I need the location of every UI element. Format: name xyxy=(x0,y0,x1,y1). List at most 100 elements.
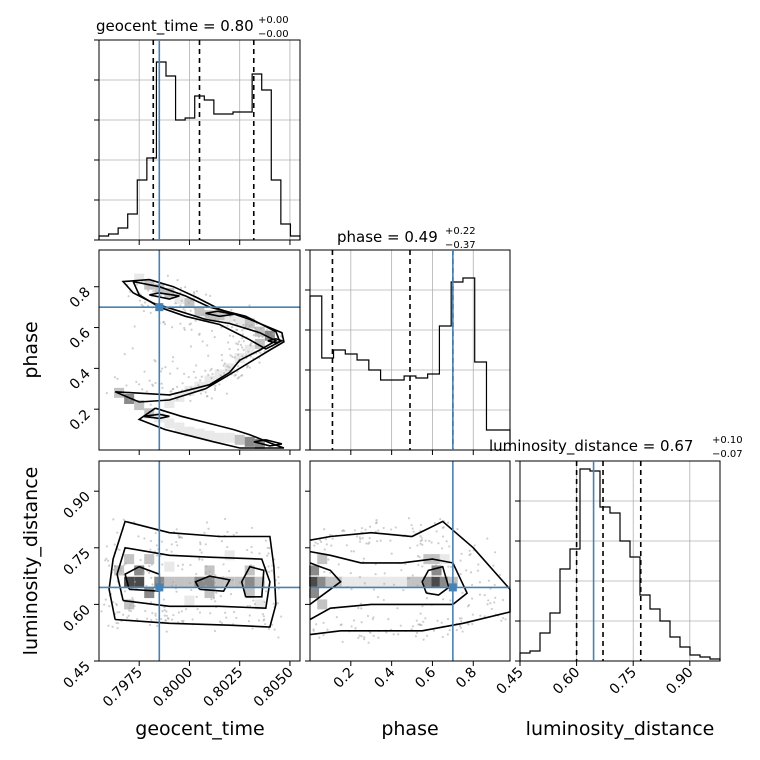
sample-point xyxy=(259,327,263,330)
sample-point xyxy=(435,530,438,533)
sample-point xyxy=(466,605,470,608)
density-cell xyxy=(124,599,135,610)
contour-line xyxy=(108,520,277,628)
sample-point xyxy=(104,559,107,562)
sample-point xyxy=(487,579,491,582)
contour-line xyxy=(253,438,283,447)
sample-point xyxy=(165,610,168,613)
sample-point xyxy=(194,376,197,379)
density-cell xyxy=(234,434,245,445)
sample-point xyxy=(203,531,206,534)
sample-point xyxy=(142,572,145,575)
sample-point xyxy=(368,537,371,540)
xtick-label: 0.8050 xyxy=(251,665,297,711)
sample-point xyxy=(220,326,223,329)
density-cell xyxy=(164,576,175,587)
density-cell xyxy=(366,576,377,587)
sample-point xyxy=(350,625,353,628)
sample-point xyxy=(133,521,136,524)
sample-point xyxy=(136,618,139,621)
sample-point xyxy=(355,535,359,538)
sample-point xyxy=(100,610,103,613)
sample-point xyxy=(188,582,192,585)
sample-point xyxy=(172,387,175,391)
sample-point xyxy=(406,577,409,580)
sample-point xyxy=(459,620,463,623)
sample-point xyxy=(253,602,256,606)
xtick-label: 0.8000 xyxy=(150,665,196,711)
sample-point xyxy=(119,567,122,570)
sample-point xyxy=(215,591,218,594)
sample-point xyxy=(174,584,178,587)
sample-point xyxy=(354,627,357,630)
sample-point xyxy=(471,622,474,626)
density-cell xyxy=(164,418,175,429)
sample-point xyxy=(377,529,380,532)
density-cell xyxy=(439,576,450,587)
density-cell xyxy=(431,565,442,576)
sample-point xyxy=(161,386,164,390)
sample-point xyxy=(448,629,451,632)
sample-point xyxy=(276,602,280,605)
sample-point xyxy=(123,563,126,566)
sample-point xyxy=(500,619,503,622)
sample-point xyxy=(169,390,172,393)
sample-point xyxy=(420,624,423,627)
sample-point xyxy=(465,569,468,572)
sample-point xyxy=(404,562,407,566)
title-phase-minus: −0.37 xyxy=(445,240,476,251)
sample-point xyxy=(199,541,202,544)
sample-point xyxy=(147,571,151,574)
sample-point xyxy=(363,582,366,585)
sample-point xyxy=(228,366,231,369)
xtick-label: 0.8025 xyxy=(201,665,247,711)
sample-point xyxy=(236,328,239,331)
sample-point xyxy=(111,625,114,628)
sample-point xyxy=(461,591,464,594)
sample-point xyxy=(165,614,168,617)
sample-point xyxy=(189,345,193,348)
sample-point xyxy=(467,623,470,626)
sample-point xyxy=(349,572,352,575)
title-luminosity-distance-minus: −0.07 xyxy=(712,449,743,460)
sample-point xyxy=(353,529,356,532)
scatter-samples-layer xyxy=(100,274,507,644)
sample-point xyxy=(258,361,261,364)
sample-point xyxy=(382,598,385,602)
sample-point xyxy=(471,613,474,616)
contour-line xyxy=(205,310,234,318)
sample-point xyxy=(117,622,120,625)
sample-point xyxy=(145,390,148,393)
sample-point xyxy=(133,580,137,583)
sample-point xyxy=(360,621,363,624)
sample-point xyxy=(172,581,175,584)
sample-point xyxy=(198,548,202,551)
density-cell xyxy=(214,432,225,443)
density-cell xyxy=(317,554,328,565)
density-cell xyxy=(317,576,328,587)
sample-point xyxy=(458,624,462,628)
sample-point xyxy=(473,544,476,547)
sample-point xyxy=(366,614,370,618)
ytick-label: 0.4 xyxy=(67,366,94,393)
sample-point xyxy=(115,621,118,625)
sample-point xyxy=(127,295,130,298)
sample-point xyxy=(195,290,198,293)
sample-point xyxy=(468,553,471,557)
sample-point xyxy=(181,568,184,571)
density-cell xyxy=(234,316,245,327)
title-geocent-time-plus: +0.00 xyxy=(258,15,289,26)
sample-point xyxy=(123,352,126,356)
sample-point xyxy=(126,616,129,619)
sample-point xyxy=(235,322,239,326)
density-cell xyxy=(382,576,393,587)
sample-point xyxy=(397,633,400,636)
xlabel-phase: phase xyxy=(381,718,438,740)
sample-point xyxy=(154,381,157,385)
title-geocent-time: geocent_time = 0.80 xyxy=(96,17,254,36)
sample-point xyxy=(364,528,367,531)
sample-point xyxy=(331,537,334,540)
sample-point xyxy=(432,629,436,632)
sample-point xyxy=(113,376,116,379)
sample-point xyxy=(419,523,423,527)
